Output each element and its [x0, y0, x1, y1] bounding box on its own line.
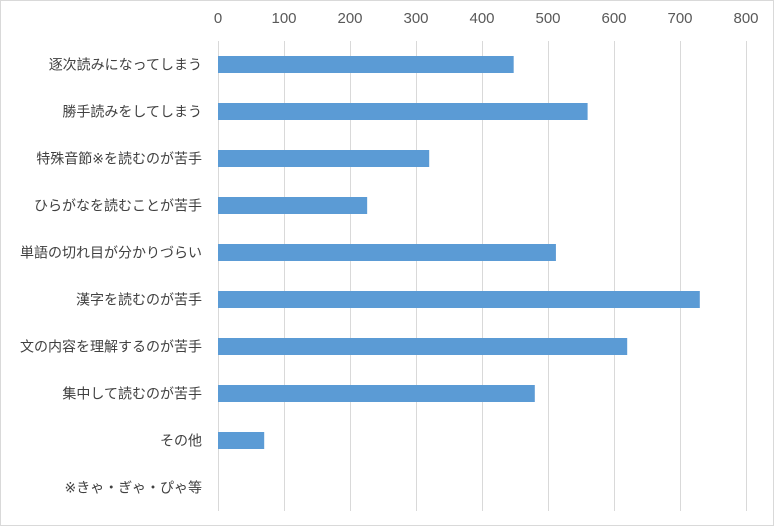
category-label: 単語の切れ目が分かりづらい [20, 246, 202, 262]
x-tick-label: 600 [601, 10, 626, 27]
category-labels: 逐次読みになってしまう勝手読みをしてしまう特殊音節※を読むのが苦手ひらがなを読む… [20, 57, 202, 497]
x-tick-label: 400 [469, 10, 494, 27]
category-label: 勝手読みをしてしまう [62, 104, 202, 121]
category-label: 特殊音節※を読むのが苦手 [36, 151, 202, 168]
x-tick-label: 500 [535, 10, 560, 27]
bars [218, 56, 700, 449]
bar-0 [218, 56, 514, 73]
x-tick-label: 200 [337, 10, 362, 27]
bar-7 [218, 385, 535, 402]
x-tick-label: 100 [271, 10, 296, 27]
category-label: 漢字を読むのが苦手 [76, 292, 202, 309]
category-label: ※きゃ・ぎゃ・ぴゃ等 [65, 480, 202, 497]
bar-6 [218, 338, 628, 355]
bar-3 [218, 197, 368, 214]
x-tick-label: 800 [733, 10, 758, 27]
bar-5 [218, 291, 700, 308]
x-tick-label: 0 [214, 10, 222, 27]
category-label: 逐次読みになってしまう [49, 57, 202, 74]
category-label: 文の内容を理解するのが苦手 [20, 339, 202, 356]
bar-2 [218, 150, 430, 167]
x-tick-label: 300 [403, 10, 428, 27]
bar-8 [218, 432, 265, 449]
bar-4 [218, 244, 556, 261]
category-label: その他 [160, 434, 202, 450]
category-label: ひらがなを読むことが苦手 [34, 198, 202, 215]
bar-1 [218, 103, 588, 120]
x-tick-label: 700 [667, 10, 692, 27]
category-label: 集中して読むのが苦手 [62, 386, 202, 403]
x-tick-labels: 0 100 200 300 400 500 600 700 800 [214, 10, 759, 27]
